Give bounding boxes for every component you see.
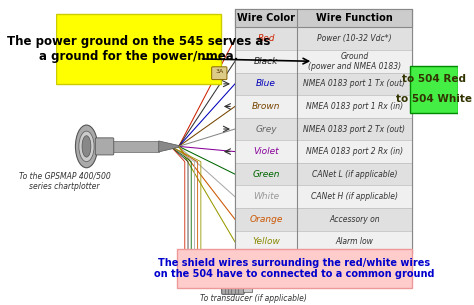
FancyBboxPatch shape [235,27,411,50]
Text: Orange: Orange [249,215,283,224]
Text: CANet L (if applicable): CANet L (if applicable) [311,170,397,179]
Text: Accessory on: Accessory on [329,215,380,224]
Text: Wire Function: Wire Function [316,13,393,23]
Text: to 504 Red: to 504 Red [402,74,466,84]
Text: Green: Green [252,170,280,179]
FancyBboxPatch shape [235,231,411,253]
Text: Wire Color: Wire Color [237,13,295,23]
FancyBboxPatch shape [235,50,411,73]
Text: NMEA 0183 port 2 Rx (in): NMEA 0183 port 2 Rx (in) [306,147,403,156]
Ellipse shape [75,125,98,168]
Ellipse shape [222,286,244,293]
Text: NMEA 0183 port 1 Rx (in): NMEA 0183 port 1 Rx (in) [306,102,403,111]
Text: NMEA 0183 port 1 Tx (out): NMEA 0183 port 1 Tx (out) [303,79,405,88]
FancyBboxPatch shape [235,163,411,185]
Text: 3A: 3A [215,69,223,74]
FancyBboxPatch shape [222,285,244,294]
Text: Brown: Brown [252,102,280,111]
FancyBboxPatch shape [235,73,411,95]
Text: CANet H (if applicable): CANet H (if applicable) [311,192,398,201]
Polygon shape [159,141,179,152]
FancyBboxPatch shape [212,67,227,80]
Text: NMEA 0183 port 2 Tx (out): NMEA 0183 port 2 Tx (out) [303,124,405,134]
Text: Alarm low: Alarm low [336,237,374,246]
Text: The power ground on the 545 serves as
a ground for the power/nmea.: The power ground on the 545 serves as a … [7,35,270,63]
FancyBboxPatch shape [235,9,411,27]
Text: Ground
(power and NMEA 0183): Ground (power and NMEA 0183) [308,52,401,71]
Text: to 504 White: to 504 White [396,94,472,104]
Text: Black: Black [254,57,278,66]
FancyBboxPatch shape [243,287,252,292]
Ellipse shape [79,131,94,162]
Text: Yellow: Yellow [252,237,280,246]
Text: The shield wires surrounding the red/white wires
on the 504 have to connected to: The shield wires surrounding the red/whi… [154,258,434,279]
FancyBboxPatch shape [177,249,411,288]
Text: To transducer (if applicable): To transducer (if applicable) [200,294,307,303]
Text: Red: Red [257,34,275,43]
FancyBboxPatch shape [235,9,411,253]
Text: Violet: Violet [253,147,279,156]
FancyBboxPatch shape [235,208,411,231]
FancyBboxPatch shape [110,141,159,152]
FancyBboxPatch shape [56,14,221,84]
Text: To the GPSMAP 400/500
series chartplotter: To the GPSMAP 400/500 series chartplotte… [18,172,110,191]
FancyBboxPatch shape [235,140,411,163]
Text: White: White [253,192,279,201]
Text: Grey: Grey [255,124,277,134]
FancyBboxPatch shape [235,185,411,208]
Ellipse shape [82,136,91,157]
FancyBboxPatch shape [235,95,411,118]
FancyBboxPatch shape [410,66,458,113]
Text: Blue: Blue [256,79,276,88]
Text: Power (10-32 Vdc*): Power (10-32 Vdc*) [317,34,392,43]
FancyBboxPatch shape [235,118,411,140]
FancyBboxPatch shape [95,138,114,155]
